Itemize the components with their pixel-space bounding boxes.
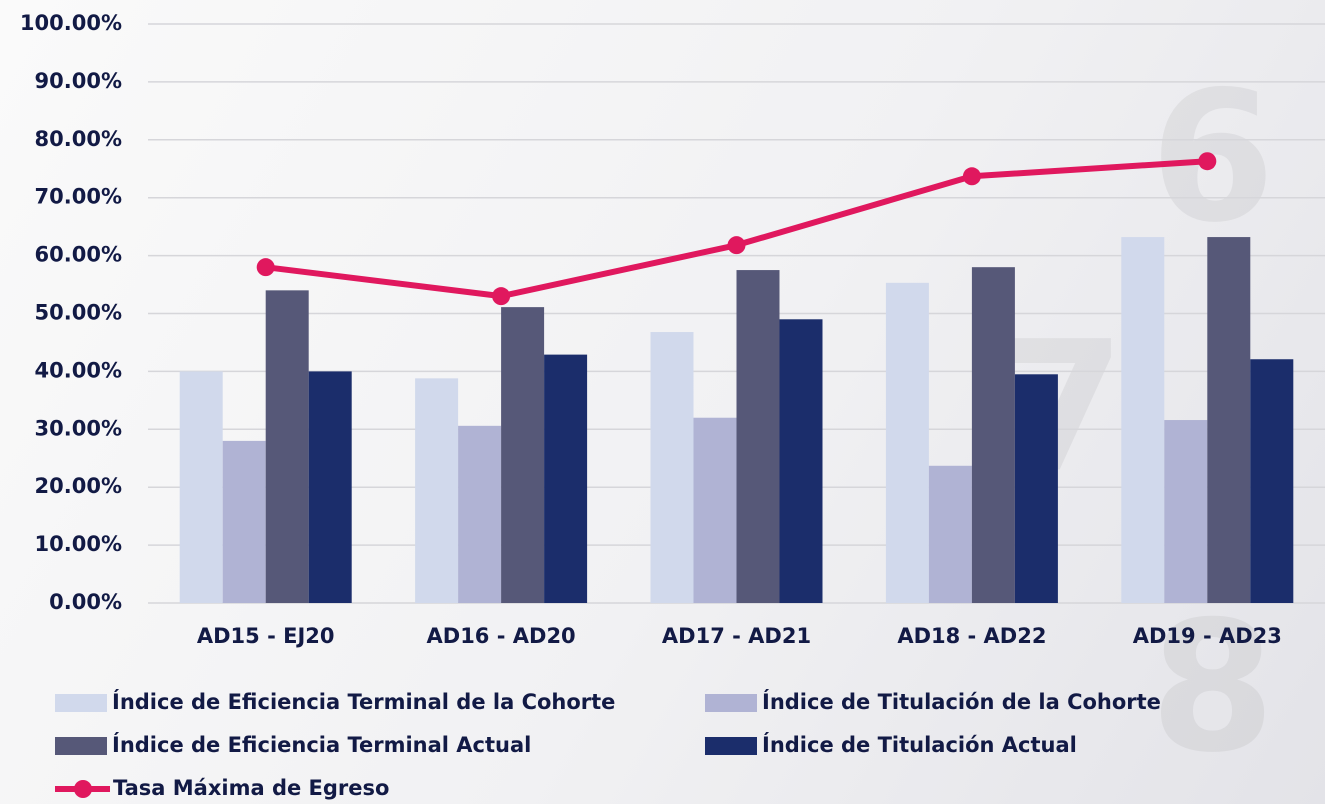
bar xyxy=(501,307,544,603)
y-tick-label: 10.00% xyxy=(35,532,122,556)
y-tick-label: 70.00% xyxy=(35,185,122,209)
y-tick-label: 60.00% xyxy=(35,243,122,267)
legend-marker xyxy=(74,780,92,798)
bar xyxy=(737,270,780,603)
line-marker xyxy=(963,167,981,185)
bar xyxy=(929,466,972,603)
bar xyxy=(886,283,929,603)
bar xyxy=(972,267,1015,603)
x-tick-label: AD19 - AD23 xyxy=(1133,624,1282,648)
bar xyxy=(223,441,266,603)
line-marker xyxy=(257,258,275,276)
y-tick-label: 100.00% xyxy=(20,11,122,35)
bar xyxy=(266,290,309,603)
bar xyxy=(544,355,587,603)
legend-label: Índice de Eficiencia Terminal de la Coho… xyxy=(112,689,615,714)
svg-text:8: 8 xyxy=(1150,583,1275,792)
y-tick-label: 20.00% xyxy=(35,474,122,498)
bar xyxy=(1207,237,1250,603)
y-tick-label: 40.00% xyxy=(35,358,122,382)
legend-label: Índice de Titulación Actual xyxy=(762,732,1077,757)
bar xyxy=(1015,374,1058,603)
line-marker xyxy=(1198,152,1216,170)
y-tick-label: 50.00% xyxy=(35,301,122,325)
chart: 6 7 8 0.00%10.00%20.00%30.00%40.00%50.00… xyxy=(0,0,1325,804)
bar xyxy=(180,371,223,603)
bar xyxy=(1164,420,1207,603)
bar xyxy=(1121,237,1164,603)
x-tick-label: AD17 - AD21 xyxy=(662,624,811,648)
x-tick-label: AD16 - AD20 xyxy=(427,624,576,648)
legend-label: Tasa Máxima de Egreso xyxy=(113,776,389,800)
bar xyxy=(694,418,737,603)
bar xyxy=(651,332,694,603)
x-tick-label: AD15 - EJ20 xyxy=(197,624,335,648)
legend-label: Índice de Eficiencia Terminal Actual xyxy=(112,732,531,757)
y-tick-label: 0.00% xyxy=(49,590,122,614)
legend-swatch xyxy=(55,737,107,755)
bar xyxy=(415,378,458,603)
line-marker xyxy=(728,236,746,254)
bar xyxy=(458,426,501,603)
bar xyxy=(780,319,823,603)
legend-swatch xyxy=(705,694,757,712)
bar xyxy=(1250,359,1293,603)
line-marker xyxy=(492,287,510,305)
legend-swatch xyxy=(55,694,107,712)
x-tick-label: AD18 - AD22 xyxy=(897,624,1046,648)
y-tick-label: 90.00% xyxy=(35,69,122,93)
bar xyxy=(309,371,352,603)
legend-swatch xyxy=(705,737,757,755)
y-tick-label: 80.00% xyxy=(35,127,122,151)
y-tick-label: 30.00% xyxy=(35,416,122,440)
legend-label: Índice de Titulación de la Cohorte xyxy=(762,689,1161,714)
